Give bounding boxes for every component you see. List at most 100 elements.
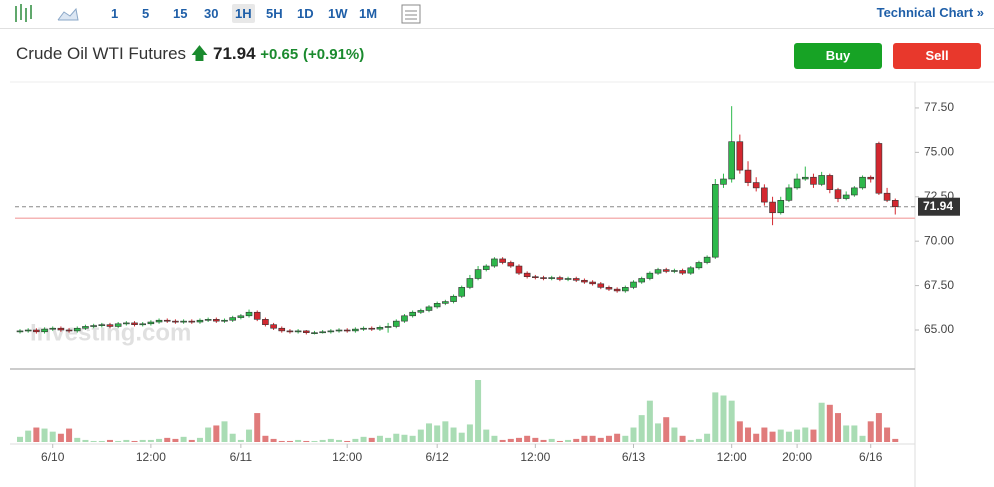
candle-body (728, 141, 735, 180)
volume-bar (368, 437, 375, 442)
candle-body (622, 287, 629, 292)
indicator-icon[interactable] (399, 2, 423, 26)
candle-body (114, 323, 122, 327)
interval-button[interactable]: 1D (297, 6, 314, 21)
candle-body (450, 295, 457, 302)
volume-bar (475, 380, 482, 442)
volume-bar (728, 400, 735, 442)
volume-bar (401, 434, 408, 442)
buy-button[interactable]: Buy (794, 43, 882, 69)
candle-body (859, 176, 866, 189)
volume-bar (295, 439, 302, 442)
volume-bar (98, 440, 105, 442)
y-tick-label: 67.50 (924, 278, 954, 292)
candle-body (630, 281, 637, 288)
volume-bar (507, 438, 514, 442)
volume-bar (147, 439, 154, 442)
candle-body (891, 200, 899, 208)
candle-body (695, 262, 703, 269)
interval-button[interactable]: 15 (173, 6, 188, 21)
candle-body (662, 269, 670, 272)
candle-body (172, 320, 179, 323)
chart-type-icons (15, 4, 79, 22)
candle-body (711, 184, 719, 258)
candle-body (540, 277, 547, 279)
candle-body (409, 311, 416, 317)
volume-bar (319, 439, 326, 442)
interval-button[interactable]: 30 (204, 6, 219, 21)
volume-bar (826, 404, 833, 442)
candle-body (442, 301, 449, 304)
volume-bar (630, 427, 637, 442)
volume-bar (213, 425, 220, 442)
volume-bar (237, 439, 244, 442)
volume-bar (262, 435, 269, 442)
candle-body (188, 320, 196, 323)
interval-button[interactable]: 1 (111, 6, 119, 21)
y-tick-label: 72.50 (924, 189, 954, 203)
volume-bar (843, 425, 850, 442)
volume-bar (229, 433, 236, 442)
volume-bar (49, 431, 56, 442)
candle-body (49, 327, 57, 330)
volume-bar (761, 427, 768, 442)
x-tick-label: 12:00 (717, 450, 747, 464)
volume-bar (286, 440, 293, 442)
interval-button[interactable]: 1W (328, 6, 348, 21)
volume-bar (622, 435, 629, 442)
volume-bar (745, 427, 752, 442)
volume-bar (156, 438, 163, 442)
sell-button[interactable]: Sell (893, 43, 981, 69)
candle-body (352, 328, 359, 332)
interval-button[interactable]: 1H (232, 4, 255, 23)
candle-body (638, 278, 645, 283)
volume-bar (835, 413, 841, 442)
candle-body (761, 187, 768, 203)
candle-body (605, 287, 613, 290)
interval-button[interactable]: 5H (266, 6, 283, 21)
volume-bar (426, 423, 432, 442)
x-tick-label: 6/13 (622, 450, 646, 464)
volume-bar (172, 438, 179, 442)
change-percent: (+0.91%) (302, 46, 365, 63)
volume-bar (524, 435, 531, 442)
technical-chart-link[interactable]: Technical Chart » (876, 5, 984, 20)
volume-bar (540, 439, 547, 442)
price: 71.94 (213, 44, 256, 63)
interval-button[interactable]: 5 (142, 6, 150, 21)
volume-bar (655, 423, 662, 442)
volume-bar (777, 429, 784, 442)
candle-body (33, 329, 40, 333)
volume-bar (123, 439, 130, 442)
candle-body (875, 143, 883, 194)
interval-button[interactable]: 1M (359, 6, 378, 21)
candle-body (744, 169, 752, 183)
candle-body (556, 277, 564, 280)
up-arrow: 🡅 (190, 44, 209, 63)
candle-body (752, 182, 760, 189)
candle-body (180, 320, 187, 323)
candle-body (482, 265, 490, 270)
last-price-box (918, 197, 960, 216)
volume-bar (74, 437, 81, 442)
candle-body (245, 311, 253, 317)
candle-body (589, 281, 596, 285)
candle-body (286, 330, 294, 333)
candle-body (417, 310, 425, 313)
x-tick-label: 12:00 (136, 450, 166, 464)
candle-body (253, 311, 261, 320)
candle-body (507, 262, 515, 267)
candle-body (458, 287, 466, 297)
candle-body (515, 265, 523, 274)
volume-bar (90, 440, 97, 442)
candle-body (376, 327, 384, 330)
volume-bar (565, 439, 572, 442)
volume-bar (671, 427, 678, 442)
candle-body (368, 327, 376, 330)
candle-body (679, 270, 686, 274)
candle-body (425, 306, 433, 311)
candle-body (826, 175, 834, 190)
candle-body (818, 175, 825, 185)
y-tick-label: 65.00 (924, 322, 954, 336)
x-tick-label: 6/11 (230, 450, 253, 464)
